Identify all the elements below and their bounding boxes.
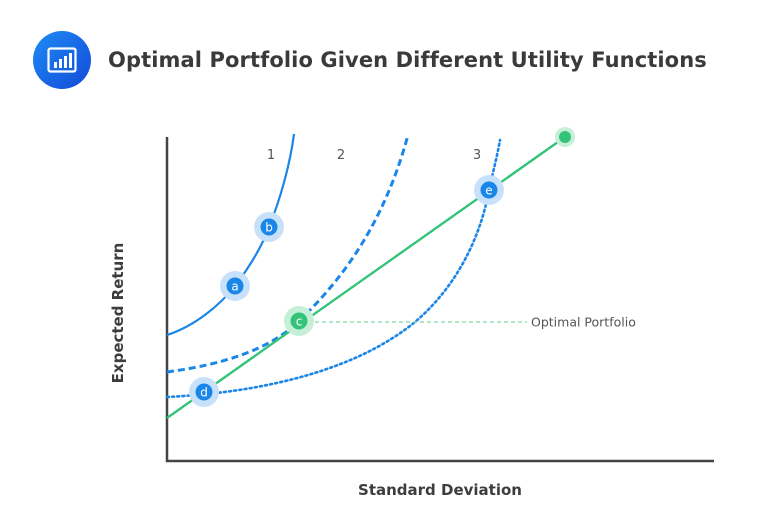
bar-chart-icon [33,31,91,89]
point-b[interactable]: b [254,212,284,242]
cml-endpoint [559,131,571,143]
point-a-label: a [231,280,238,294]
curve-2-label: 2 [337,148,345,163]
point-c[interactable]: c [284,306,314,336]
point-d[interactable]: d [189,377,219,407]
page-title: Optimal Portfolio Given Different Utilit… [108,48,707,72]
y-axis-label: Expected Return [109,242,127,384]
chart-header: Optimal Portfolio Given Different Utilit… [33,30,707,90]
point-b-label: b [265,221,273,235]
x-axis-label: Standard Deviation [358,481,522,499]
point-d-label: d [200,386,208,400]
point-e[interactable]: e [474,175,504,205]
curve-1-label: 1 [267,148,275,163]
indifference-curve-1 [166,133,296,337]
curve-3-label: 3 [473,148,481,163]
point-c-label: c [296,315,303,329]
point-e-label: e [485,184,492,198]
indifference-curve-3 [165,138,502,399]
point-a[interactable]: a [220,271,250,301]
optimal-portfolio-label: Optimal Portfolio [531,315,636,330]
